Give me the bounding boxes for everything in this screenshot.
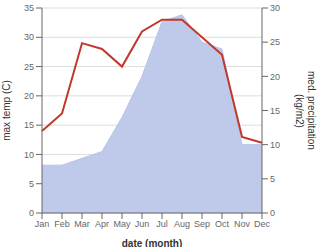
svg-text:Nov: Nov <box>234 219 251 229</box>
svg-text:0: 0 <box>29 208 34 218</box>
svg-text:20: 20 <box>24 91 34 101</box>
svg-text:Dec: Dec <box>254 219 271 229</box>
html-text:(kg/m2): (kg/m2) <box>294 93 305 128</box>
svg-text:Jan: Jan <box>35 219 50 229</box>
svg-text:Oct: Oct <box>215 219 230 229</box>
svg-text:0: 0 <box>270 208 275 218</box>
svg-text:5: 5 <box>270 174 275 184</box>
svg-text:30: 30 <box>24 32 34 42</box>
svg-text:Jun: Jun <box>135 219 150 229</box>
svg-text:10: 10 <box>270 140 280 150</box>
svg-text:Feb: Feb <box>54 219 70 229</box>
svg-text:Aug: Aug <box>174 219 190 229</box>
svg-text:25: 25 <box>24 62 34 72</box>
svg-text:Sep: Sep <box>194 219 210 229</box>
svg-text:May: May <box>113 219 131 229</box>
svg-text:35: 35 <box>24 3 34 13</box>
svg-text:20: 20 <box>270 72 280 82</box>
svg-text:15: 15 <box>24 120 34 130</box>
svg-text:Apr: Apr <box>95 219 109 229</box>
svg-text:date (month): date (month) <box>122 238 183 247</box>
svg-text:5: 5 <box>29 179 34 189</box>
svg-text:10: 10 <box>24 150 34 160</box>
svg-text:Mar: Mar <box>74 219 90 229</box>
svg-text:Jul: Jul <box>156 219 168 229</box>
svg-text:30: 30 <box>270 3 280 13</box>
svg-text:25: 25 <box>270 37 280 47</box>
html-text:med. precipitation: med. precipitation <box>306 71 317 150</box>
svg-text:15: 15 <box>270 106 280 116</box>
svg-text:max temp (C): max temp (C) <box>8 80 12 141</box>
